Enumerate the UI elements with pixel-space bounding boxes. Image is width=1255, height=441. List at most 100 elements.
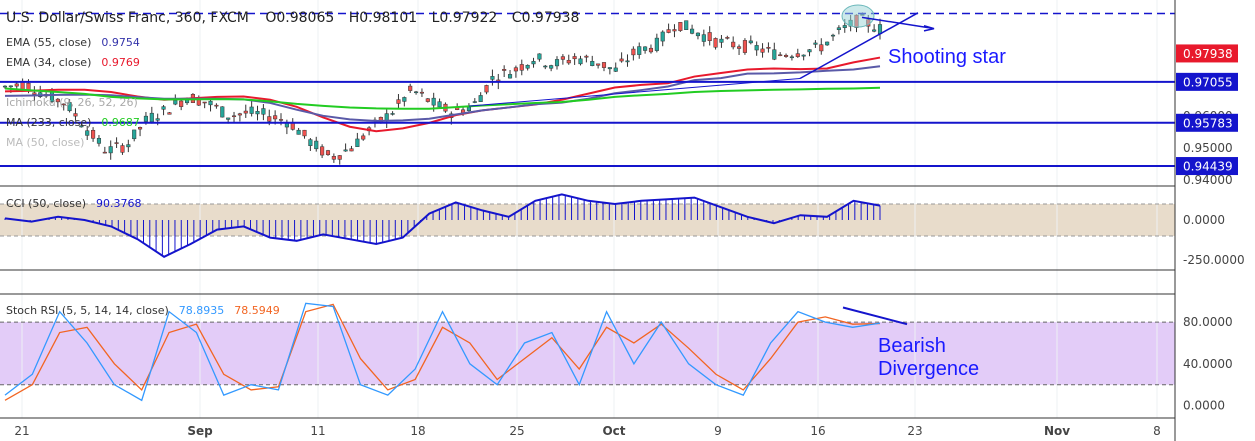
horizontal-levels[interactable] (0, 12, 1175, 168)
candle-bull (613, 67, 618, 72)
rsi-band (0, 322, 1175, 385)
uptrend-line (468, 77, 801, 107)
time-axis[interactable]: 21 Sep 11 18 25 Oct 9 16 23 Nov 8 (14, 424, 1160, 438)
stoch-k-value: 78.8935 (179, 304, 225, 317)
candle-bear (731, 41, 736, 48)
candle-bear (273, 115, 278, 120)
drawings[interactable] (468, 4, 935, 326)
candle-bull (67, 102, 72, 112)
candle-bull (108, 146, 113, 154)
candle-bull (830, 34, 836, 37)
legend-ma50[interactable]: MA (50, close) (6, 136, 84, 149)
candle-bull (525, 64, 530, 69)
candle-bear (179, 100, 184, 107)
candle-bear (584, 55, 589, 58)
candle-bull (431, 97, 436, 106)
candle-bear (596, 63, 601, 66)
time-tick-label: 11 (310, 424, 325, 438)
candle-bull (842, 25, 847, 28)
candle-bull (531, 61, 536, 65)
candle-bull (754, 45, 759, 51)
candle-bull (208, 100, 213, 106)
level-price-tag (1176, 157, 1238, 176)
candle-bull (701, 34, 706, 42)
candle-bull (549, 65, 554, 69)
cci-band (0, 204, 1175, 236)
ema55-line (4, 65, 881, 122)
cci-indicator (4, 193, 881, 258)
time-tick-label: 9 (714, 424, 722, 438)
candle-bear (55, 98, 60, 103)
candle-bull (355, 138, 360, 147)
candle-bear (32, 92, 37, 95)
candle-bull (314, 140, 319, 150)
price-tick-label: 0.94000 (1183, 173, 1233, 187)
time-tick-label: Sep (187, 424, 213, 438)
legend-ichimoku[interactable]: Ichimoku (9, 26, 52, 26) (6, 96, 138, 109)
ma233-label: MA (233, close) (6, 116, 91, 129)
cci-line (4, 193, 881, 258)
candle-bear (243, 110, 248, 114)
stoch-k-line (4, 302, 881, 402)
candle-bear (566, 59, 571, 64)
annotation-shooting-star: Shooting star (888, 46, 1006, 68)
candle-bull (466, 106, 471, 112)
legend-cci[interactable]: CCI (50, close) 90.3768 (6, 197, 142, 210)
candle-bull (220, 106, 225, 118)
candle-bear (737, 46, 742, 49)
candle-bull (226, 117, 231, 120)
price-axis[interactable]: 0.940000.950000.960000.979380.970550.957… (1176, 44, 1245, 413)
candle-bull (872, 29, 877, 32)
candle-bear (320, 146, 325, 156)
annotation-divergence: Divergence (878, 358, 979, 380)
candle-bull (490, 76, 495, 80)
candle-bear (678, 22, 683, 31)
legend-stoch-rsi[interactable]: Stoch RSI (5, 5, 14, 14, close) 78.8935 78… (6, 304, 280, 317)
candle-bull (161, 106, 166, 110)
candle-bear (26, 82, 31, 91)
high-label: H (349, 10, 360, 26)
price-tag-label: 0.97938 (1183, 47, 1233, 61)
candle-bull (472, 101, 477, 103)
candle-bull (390, 113, 395, 115)
candle-bear (766, 46, 771, 49)
candle-bull (85, 130, 90, 136)
candle-bull (813, 42, 818, 45)
candle-bear (61, 103, 66, 106)
low-value: 0.97922 (439, 10, 497, 26)
ema55-label: EMA (55, close) (6, 36, 91, 49)
chart-title: U.S. Dollar/Swiss Franc, 360, FXCM O0.98… (6, 10, 579, 26)
close-label: C (512, 10, 522, 26)
candle-bull (296, 129, 301, 135)
symbol-title: U.S. Dollar/Swiss Franc, 360, FXCM (6, 10, 249, 26)
candle-bull (748, 40, 753, 44)
candle-bear (513, 67, 518, 72)
candle-bear (267, 116, 272, 122)
candle-bull (478, 95, 483, 102)
candle-bear (237, 113, 242, 116)
candle-bear (619, 58, 624, 62)
price-tag-label: 0.94439 (1183, 160, 1233, 174)
open-label: O (265, 10, 276, 26)
legend-ma233[interactable]: MA (233, close) 0.9687 (6, 116, 140, 129)
candle-bull (625, 60, 630, 63)
candle-bull (126, 144, 131, 148)
candle-bull (155, 118, 160, 121)
candle-bear (337, 155, 342, 160)
candle-bull (578, 58, 583, 65)
candle-bear (20, 81, 25, 90)
candle-bear (502, 69, 507, 71)
legend-ema34[interactable]: EMA (34, close) 0.9769 (6, 56, 140, 69)
candle-bear (725, 37, 730, 39)
legend-ema55[interactable]: EMA (55, close) 0.9754 (6, 36, 140, 49)
stoch-d-value: 78.5949 (234, 304, 280, 317)
candle-bear (120, 145, 125, 153)
candle-bull (719, 38, 724, 43)
candle-bear (795, 53, 800, 57)
stoch-rsi-indicator (4, 302, 881, 402)
candle-bear (631, 48, 636, 56)
candle-bull (789, 56, 794, 59)
cci-tick-label: -250.0000 (1183, 253, 1245, 267)
candle-bull (836, 27, 841, 30)
